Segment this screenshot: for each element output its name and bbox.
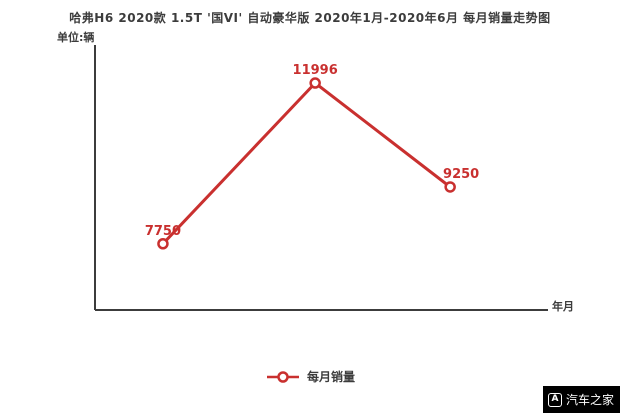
- data-point-marker: [157, 238, 169, 250]
- x-axis-label: 年月: [552, 300, 574, 313]
- data-point-label: 7750: [145, 224, 181, 239]
- chart-title: 哈弗H6 2020款 1.5T '国VI' 自动豪华版 2020年1月-2020…: [69, 11, 551, 25]
- legend-label: 每月销量: [306, 370, 355, 384]
- data-point-marker: [444, 181, 456, 193]
- data-point-marker: [309, 77, 321, 89]
- y-axis-unit-label: 单位:辆: [57, 31, 95, 44]
- data-point-label: 11996: [293, 63, 338, 78]
- legend-line-marker-icon: [266, 370, 299, 383]
- watermark-bar: A 汽车之家: [543, 386, 620, 413]
- data-point-label: 9250: [443, 167, 479, 182]
- legend: 每月销量: [0, 368, 620, 385]
- autohome-logo-icon: A: [547, 392, 562, 407]
- watermark-text: 汽车之家: [565, 393, 614, 407]
